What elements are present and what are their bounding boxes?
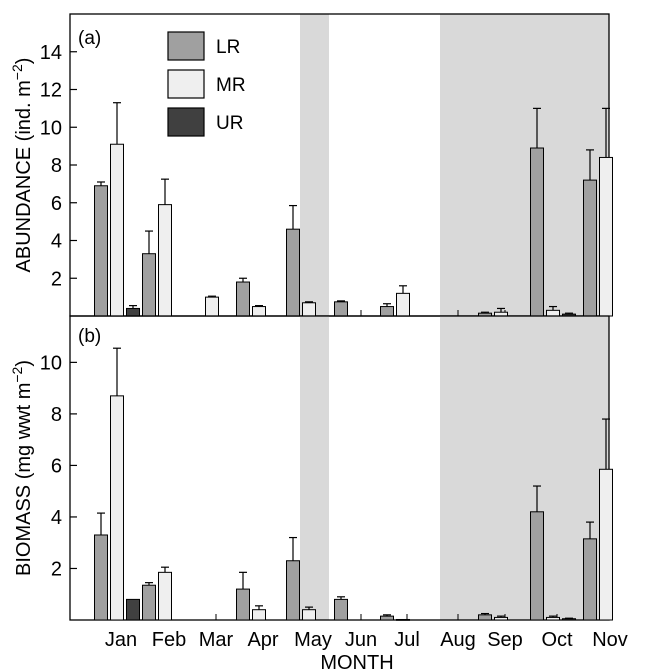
shaded-period-1 [300, 14, 329, 316]
bar-lr-jul [380, 306, 394, 317]
bar-lr-jul [380, 615, 394, 621]
bar-mr-feb [158, 571, 172, 621]
bar-mr-nov [599, 156, 613, 317]
bar-mr-mar [205, 296, 219, 317]
y-axis-title-main: BIOMASS (mg wwt m [13, 383, 35, 576]
y-tick-label: 6 [51, 455, 62, 477]
y-axis-title-exponent: −2 [9, 366, 25, 382]
y-tick-label: 8 [51, 155, 62, 177]
y-axis-title: ABUNDANCE (ind. m−2) [9, 58, 35, 273]
bar-ur-jan [126, 598, 140, 621]
bar-mr-may [302, 302, 316, 317]
bar-lr-may [286, 228, 300, 317]
shaded-period-2 [440, 14, 609, 316]
bar-lr-sep [478, 614, 492, 621]
y-axis-title-exponent: −2 [9, 64, 25, 80]
bar-lr-apr [236, 281, 250, 317]
y-axis-title: BIOMASS (mg wwt m−2) [9, 360, 35, 576]
legend-swatch-lr [167, 31, 205, 61]
x-tick-label-jan: Jan [105, 629, 137, 651]
bar-mr-oct [546, 309, 560, 317]
bar-lr-jun [334, 301, 348, 317]
y-tick-label: 2 [51, 558, 62, 580]
x-tick-label-jul: Jul [394, 629, 420, 651]
legend: LR MR UR [167, 31, 246, 137]
y-axis-title-close: ) [13, 58, 35, 65]
y-tick-label: 10 [40, 352, 62, 374]
y-tick-label: 14 [40, 42, 62, 64]
legend-label-mr: MR [216, 75, 246, 96]
x-tick-label-may: May [294, 629, 332, 651]
bar-mr-sep [494, 616, 508, 621]
y-tick-label: 4 [51, 507, 62, 529]
y-tick-label: 8 [51, 404, 62, 426]
bar-mr-oct [546, 616, 560, 621]
x-tick-label-feb: Feb [152, 629, 186, 651]
x-tick-label-apr: Apr [247, 629, 278, 651]
x-tick-label-sep: Sep [487, 629, 523, 651]
bar-mr-feb [158, 204, 172, 317]
bar-mr-apr [252, 609, 266, 621]
shaded-period-2 [440, 316, 609, 620]
panel-a-abundance: 2 4 6 8 10 12 14 (a) ABUNDANCE (ind. m−2) LR MR UR [9, 13, 613, 317]
legend-label-ur: UR [216, 113, 243, 134]
bar-mr-may [302, 609, 316, 621]
y-tick-label: 12 [40, 80, 62, 102]
y-axis-title-main: ABUNDANCE (ind. m [13, 80, 35, 272]
bar-lr-jan [94, 534, 108, 621]
bar-lr-oct [530, 147, 544, 317]
x-tick-label-aug: Aug [440, 629, 476, 651]
legend-swatch-mr [167, 69, 205, 99]
bar-lr-jun [334, 598, 348, 621]
bar-lr-oct [530, 511, 544, 621]
bar-mr-jul [396, 618, 410, 621]
panel-label: (a) [78, 28, 101, 49]
bar-lr-may [286, 560, 300, 621]
bar-lr-feb [142, 253, 156, 317]
x-tick-label-nov: Nov [592, 629, 628, 651]
bar-lr-jan [94, 185, 108, 317]
shaded-period-1 [300, 316, 329, 620]
y-axis-title-close: ) [13, 360, 35, 367]
bar-mr-jan [110, 395, 124, 621]
bar-mr-nov [599, 468, 613, 621]
y-tick-label: 6 [51, 193, 62, 215]
y-tick-label: 10 [40, 117, 62, 139]
legend-label-lr: LR [216, 37, 240, 58]
panel-label: (b) [78, 326, 101, 347]
x-tick-label-mar: Mar [199, 629, 234, 651]
bar-mr-apr [252, 306, 266, 317]
bar-lr-nov [583, 538, 597, 621]
bar-lr-feb [142, 584, 156, 621]
legend-swatch-ur [167, 107, 205, 137]
x-axis: Jan Feb Mar Apr May Jun Jul Aug Sep Oct Nov MONTH [105, 629, 628, 672]
x-axis-title: MONTH [320, 652, 393, 672]
bar-lr-apr [236, 588, 250, 621]
bar-ur-jan [126, 307, 140, 317]
bar-ur-oct [562, 618, 576, 621]
y-tick-label: 2 [51, 268, 62, 290]
x-tick-label-jun: Jun [345, 629, 377, 651]
x-tick-label-oct: Oct [541, 629, 573, 651]
y-tick-label: 4 [51, 231, 62, 253]
bar-lr-nov [583, 179, 597, 317]
bar-mr-jul [396, 292, 410, 317]
panel-b-biomass: 2 4 6 8 10 (b) BIOMASS (mg wwt m−2) [9, 315, 613, 621]
bar-mr-jan [110, 143, 124, 317]
